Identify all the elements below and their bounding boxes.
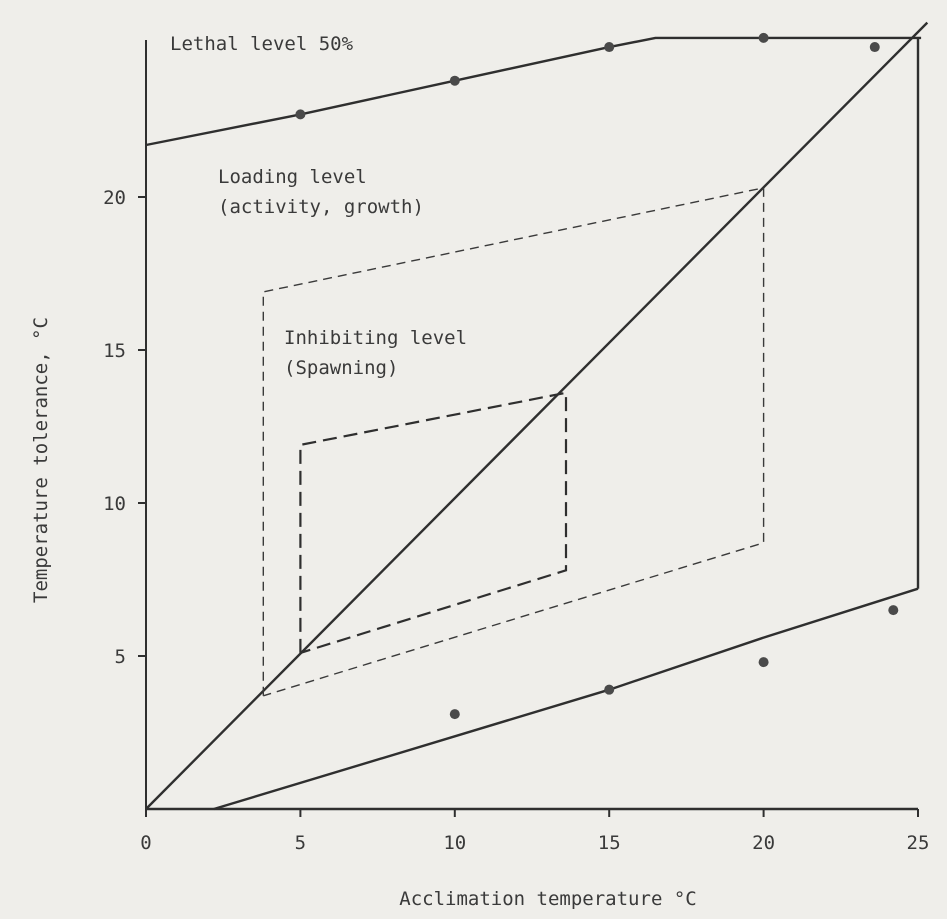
- inhibiting-level-label: Inhibiting level: [284, 327, 467, 349]
- series-line: [145, 21, 929, 810]
- y-axis-title: Temperature tolerance, °C: [30, 317, 52, 603]
- data-point: [604, 684, 615, 695]
- x-tick-label: 5: [295, 832, 306, 854]
- y-tick-label: 5: [115, 646, 126, 668]
- data-point: [449, 75, 460, 86]
- data-point: [449, 709, 460, 720]
- series-line: [262, 186, 765, 697]
- markers-group: [295, 32, 899, 720]
- lethal-level-label: Lethal level 50%: [170, 33, 354, 55]
- inhibiting-level-sublabel: (Spawning): [284, 357, 398, 379]
- data-point: [758, 657, 769, 668]
- data-point: [758, 32, 769, 43]
- series-line: [213, 587, 919, 811]
- y-tick-label: 15: [103, 340, 126, 362]
- series-line: [299, 391, 568, 654]
- ticks: 0 5 10 15 20 25 5 10 15 20: [103, 187, 929, 854]
- series-line: [145, 36, 922, 147]
- data-point: [295, 109, 306, 120]
- loading-level-sublabel: (activity, growth): [218, 196, 424, 218]
- x-tick-label: 0: [140, 832, 151, 854]
- loading-level-label: Loading level: [218, 166, 367, 188]
- data-point: [604, 42, 615, 53]
- labels-group: Acclimation temperature °C Temperature t…: [30, 33, 697, 910]
- x-tick-label: 25: [907, 832, 930, 854]
- y-tick-label: 20: [103, 187, 126, 209]
- series-group: [145, 21, 929, 811]
- y-tick-label: 10: [103, 493, 126, 515]
- x-axis-title: Acclimation temperature °C: [399, 888, 696, 910]
- data-point: [888, 605, 899, 616]
- x-tick-label: 20: [752, 832, 775, 854]
- data-point: [869, 42, 880, 53]
- x-tick-label: 15: [598, 832, 621, 854]
- x-tick-label: 10: [443, 832, 466, 854]
